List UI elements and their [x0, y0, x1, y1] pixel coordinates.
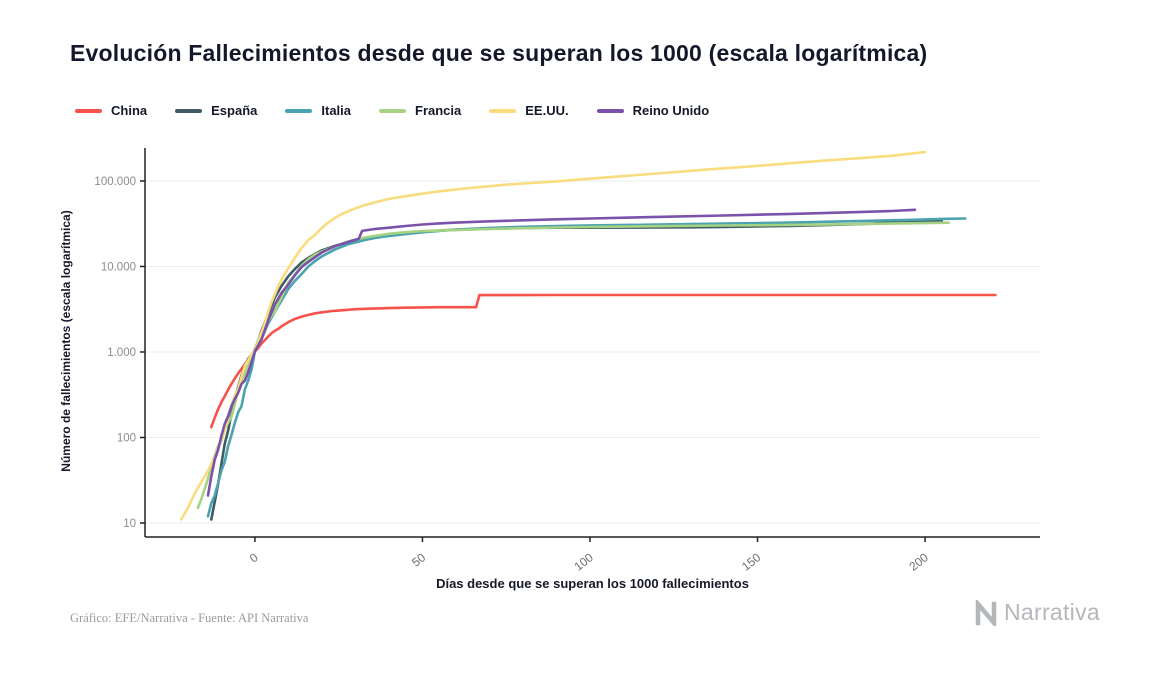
y-tick-label: 100.000	[94, 176, 136, 188]
narrativa-logo: Narrativa	[974, 599, 1100, 626]
legend-item-italia[interactable]: Italia	[285, 103, 351, 118]
legend-label: Italia	[321, 103, 351, 118]
narrativa-logo-text: Narrativa	[1003, 599, 1100, 625]
legend-swatch-espana	[175, 108, 203, 113]
x-tick-label: 0	[247, 550, 261, 565]
legend-swatch-francia	[379, 108, 406, 113]
page-title: Evolución Fallecimientos desde que se su…	[70, 40, 928, 66]
y-axis-title: Número de fallecimientos (escala logarít…	[59, 210, 73, 472]
y-tick-label: 10.000	[101, 261, 136, 273]
legend-label: China	[111, 103, 148, 118]
legend-swatch-china	[75, 108, 102, 113]
legend-item-reino-unido[interactable]: Reino Unido	[596, 103, 710, 118]
x-tick-label: 100	[571, 550, 596, 574]
series-line-china	[210, 293, 997, 429]
series-line-eeuu	[179, 150, 927, 521]
chart-source-credit: Gráfico: EFE/Narrativa - Fuente: API Nar…	[70, 611, 309, 625]
y-tick-label: 100	[117, 432, 136, 444]
legend-item-china[interactable]: China	[75, 103, 147, 118]
legend: China España Italia Francia EE.UU. Reino Unid…	[75, 103, 709, 118]
y-tick-label: 1.000	[107, 347, 136, 359]
plot-area: 10 100 1.000 10.000 100.000 0 50 100 150 200	[94, 148, 1040, 574]
legend-label: Reino Unido	[632, 103, 710, 118]
x-tick-label: 200	[907, 550, 932, 574]
legend-label: EE.UU.	[525, 103, 569, 118]
x-axis-title: Días desde que se superan los 1000 falle…	[436, 576, 749, 591]
series-line-reino-unido	[206, 208, 917, 497]
legend-swatch-eeuu	[489, 108, 517, 113]
narrativa-n-icon	[975, 599, 997, 626]
y-tick-label: 10	[123, 518, 136, 530]
x-tick-label: 50	[409, 550, 428, 569]
legend-item-eeuu[interactable]: EE.UU.	[489, 103, 569, 118]
legend-swatch-reino-unido	[596, 108, 624, 113]
legend-swatch-italia	[285, 108, 313, 113]
series-line-italia	[206, 217, 967, 518]
series-line-espana	[210, 219, 944, 521]
x-tick-label: 150	[739, 550, 764, 574]
legend-item-espana[interactable]: España	[175, 103, 257, 118]
legend-label: Francia	[415, 103, 462, 118]
legend-item-francia[interactable]: Francia	[379, 103, 461, 118]
legend-label: España	[211, 103, 258, 118]
